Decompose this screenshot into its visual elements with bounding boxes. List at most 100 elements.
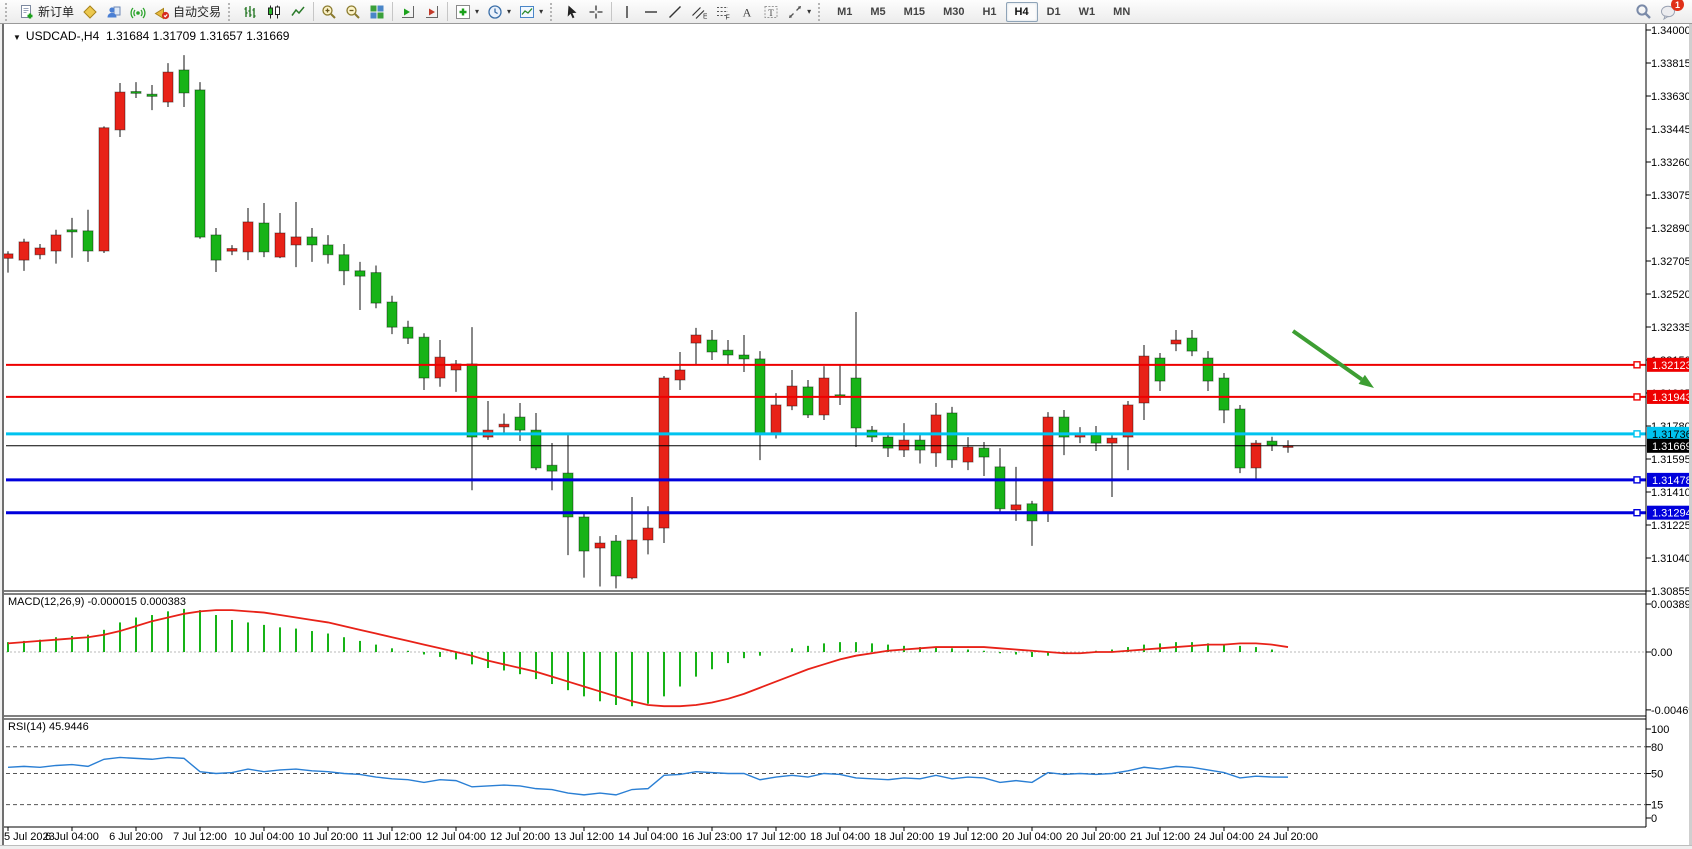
candle-body-down (706, 339, 718, 353)
line-handle[interactable] (1633, 393, 1641, 401)
cursor-button[interactable] (560, 0, 584, 24)
candle-body-down (194, 89, 206, 238)
time-tick-label: 19 Jul 12:00 (938, 831, 998, 843)
quotes-button[interactable] (78, 0, 102, 24)
trendline-button[interactable] (663, 0, 687, 24)
timeframe-button-M5[interactable]: M5 (870, 5, 886, 18)
tile-windows-icon (369, 4, 385, 20)
window-left-edge (0, 24, 2, 849)
candle-body-up (2, 253, 14, 259)
candle-body-down (370, 272, 382, 304)
toolbar-separator (447, 2, 449, 21)
candles-chart-button[interactable] (262, 0, 286, 24)
timeframe-button-MN[interactable]: MN (1113, 5, 1131, 18)
indicators-button[interactable]: ▾ (451, 0, 483, 24)
candle-body-down (1218, 377, 1230, 411)
symbol-dropdown-icon[interactable]: ▼ (13, 33, 21, 42)
timeframe-button-M15[interactable]: M15 (903, 5, 926, 18)
price-line-label-bg (1647, 438, 1691, 453)
toolbar-separator (611, 2, 613, 21)
candle-body-down (1234, 408, 1246, 469)
price-line-label: 1.32123 (1652, 360, 1692, 372)
svg-text:F: F (726, 14, 730, 20)
candle-body-down (418, 336, 430, 379)
arrow-annotation-head[interactable] (1358, 374, 1374, 388)
text-label-button[interactable]: T (759, 0, 783, 24)
price-tick-label: 1.33075 (1651, 190, 1691, 202)
search-button[interactable] (1631, 0, 1656, 24)
line-handle[interactable] (1633, 361, 1641, 369)
window-right-edge (1689, 24, 1692, 849)
arrow-annotation-shaft[interactable] (1291, 329, 1363, 382)
candle-body-down (146, 93, 158, 97)
time-tick-label: 6 Jul 04:00 (45, 831, 99, 843)
candle-body-down (386, 301, 398, 328)
panel-separator[interactable] (0, 591, 1646, 594)
vertical-line-button[interactable] (615, 0, 639, 24)
horizontal-line-icon (643, 4, 659, 20)
arrows-icon (787, 4, 803, 20)
line-handle[interactable] (1633, 508, 1641, 517)
auto-scroll-button[interactable] (420, 0, 444, 24)
time-tick-label: 10 Jul 04:00 (234, 831, 294, 843)
chart-symbol: USDCAD-,H4 (25, 29, 100, 43)
time-tick-label: 17 Jul 12:00 (746, 831, 806, 843)
price-tick-label: 1.30855 (1651, 586, 1691, 598)
rsi-line (7, 756, 1289, 796)
shift-end-button[interactable] (396, 0, 420, 24)
toolbar-grip (550, 2, 556, 21)
line-chart-button[interactable] (286, 0, 310, 24)
time-tick-label: 13 Jul 12:00 (554, 831, 614, 843)
text-button[interactable]: A (735, 0, 759, 24)
price-tick-label: 1.32335 (1651, 322, 1691, 334)
horizontal-line-button[interactable] (639, 0, 663, 24)
price-tick-label: 1.32705 (1651, 256, 1691, 268)
timeframe-group: M1 M5 M15 M30 H1 H4 D1 W1 MN (828, 1, 1139, 22)
new-order-button[interactable]: 新订单 (15, 0, 78, 24)
panel-separator[interactable] (0, 716, 1646, 719)
zoom-in-button[interactable] (317, 0, 341, 24)
svg-text:A: A (743, 5, 752, 19)
time-tick-label: 16 Jul 23:00 (682, 831, 742, 843)
price-tick-label: 1.32890 (1651, 223, 1691, 235)
toolbar-grip (5, 2, 11, 21)
candle-body-down (802, 386, 814, 416)
zoom-out-icon (345, 4, 361, 20)
macd-indicator-label: MACD(12,26,9) -0.000015 0.000383 (8, 596, 186, 608)
channel-button[interactable]: E (687, 0, 711, 24)
candles-group (2, 55, 1294, 589)
fibonacci-button[interactable]: F (711, 0, 735, 24)
chart-title: ▼ USDCAD-,H4 1.31684 1.31709 1.31657 1.31… (13, 29, 289, 43)
signal-button[interactable] (126, 0, 150, 24)
price-tick-label: 1.34000 (1651, 25, 1691, 37)
crosshair-button[interactable] (584, 0, 608, 24)
profile-button[interactable] (102, 0, 126, 24)
candle-body-up (898, 439, 910, 451)
macd-signal-line (7, 609, 1289, 708)
line-handle[interactable] (1633, 430, 1641, 438)
timeframe-button-H1[interactable]: H1 (982, 5, 997, 18)
timeframe-button-M30[interactable]: M30 (943, 5, 965, 18)
candle-body-up (594, 542, 606, 549)
timeframe-button-W1[interactable]: W1 (1078, 5, 1096, 18)
autotrade-button[interactable]: 自动交易 (150, 0, 225, 24)
timeframe-button-D1[interactable]: D1 (1046, 5, 1061, 18)
arrows-button[interactable]: ▾ (783, 0, 815, 24)
indicators-caret-icon: ▾ (475, 7, 480, 16)
autotrade-icon (154, 4, 170, 20)
line-handle[interactable] (1633, 476, 1641, 484)
price-tick-label: 1.33630 (1651, 91, 1691, 103)
notifications-button[interactable]: 1 (1656, 0, 1684, 24)
candle-body-up (658, 377, 670, 529)
timeframe-button-H4[interactable]: H4 (1005, 1, 1038, 22)
timeframe-button-M1[interactable]: M1 (837, 5, 853, 18)
tile-windows-button[interactable] (365, 0, 389, 24)
periods-button[interactable]: ▾ (483, 0, 515, 24)
candle-body-up (242, 221, 254, 253)
zoom-out-button[interactable] (341, 0, 365, 24)
toolbar: 新订单 自动交易 (0, 0, 1692, 24)
templates-button[interactable]: ▾ (515, 0, 547, 24)
bars-chart-button[interactable] (238, 0, 262, 24)
candle-body-up (1138, 355, 1150, 404)
